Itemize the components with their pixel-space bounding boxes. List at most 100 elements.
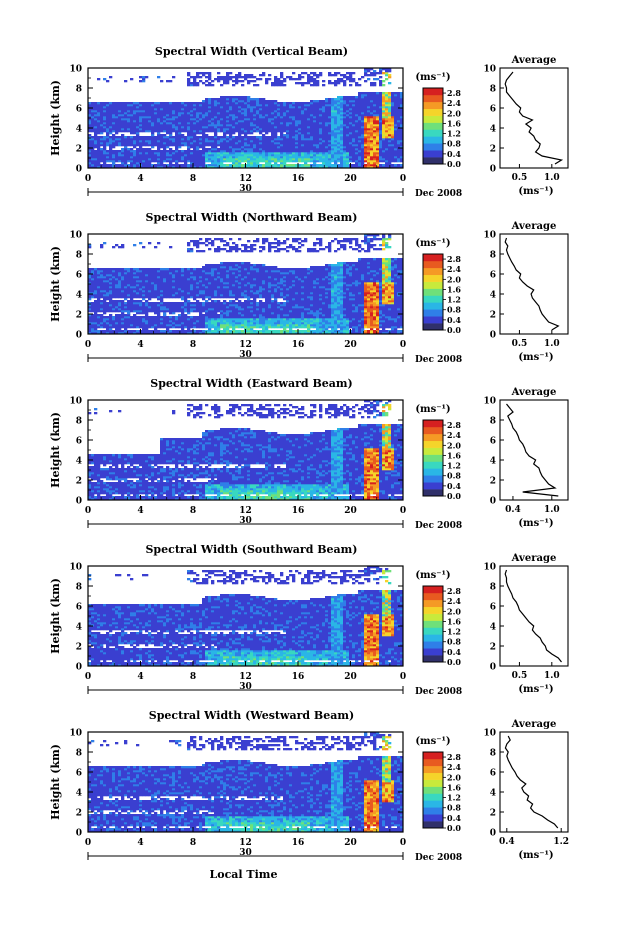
heatmap-cell: [106, 310, 110, 313]
heatmap-cell: [103, 302, 107, 305]
heatmap-cell: [379, 134, 383, 137]
heatmap-cell: [265, 152, 269, 155]
heatmap-cell: [154, 306, 158, 309]
heatmap-cell: [364, 80, 368, 83]
heatmap-cell: [118, 126, 122, 129]
heatmap-cell: [259, 156, 263, 159]
heatmap-cell: [178, 268, 182, 271]
heatmap-cell: [136, 280, 140, 283]
heatmap-cell: [391, 92, 395, 95]
heatmap-cell: [355, 102, 359, 105]
heatmap-cell: [169, 162, 173, 165]
heatmap-cell: [127, 314, 131, 317]
heatmap-cell: [130, 130, 134, 133]
heatmap-cell: [397, 94, 401, 97]
heatmap-cell: [196, 112, 200, 115]
heatmap-cell: [259, 104, 263, 107]
heatmap-cell: [181, 308, 185, 311]
heatmap-cell: [334, 124, 338, 127]
heatmap-cell: [367, 134, 371, 137]
heatmap-cell: [106, 304, 110, 307]
heatmap-cell: [121, 108, 125, 111]
heatmap-cell: [382, 72, 386, 75]
heatmap-cell: [121, 150, 125, 153]
heatmap-cell: [106, 298, 110, 301]
heatmap-cell: [154, 272, 158, 275]
heatmap-cell: [139, 126, 143, 129]
heatmap-cell: [400, 118, 404, 121]
heatmap-cell: [94, 154, 98, 157]
heatmap-cell: [328, 164, 332, 167]
heatmap-cell: [157, 314, 161, 317]
heatmap-cell: [262, 154, 266, 157]
heatmap-cell: [181, 288, 185, 291]
heatmap-cell: [391, 150, 395, 153]
heatmap-cell: [175, 110, 179, 113]
heatmap-cell: [193, 84, 197, 87]
heatmap-cell: [328, 126, 332, 129]
heatmap-cell: [268, 114, 272, 117]
heatmap-cell: [313, 126, 317, 129]
x-tick-label: 20: [344, 174, 357, 184]
heatmap-cell: [178, 286, 182, 289]
heatmap-cell: [97, 320, 101, 323]
heatmap-cell: [166, 302, 170, 305]
heatmap-cell: [124, 112, 128, 115]
heatmap-cell: [202, 150, 206, 153]
heatmap-cell: [358, 162, 362, 165]
heatmap-cell: [127, 282, 131, 285]
heatmap-cell: [367, 126, 371, 129]
heatmap-cell: [340, 130, 344, 133]
heatmap-cell: [190, 330, 194, 333]
heatmap-cell: [163, 282, 167, 285]
heatmap-cell: [148, 118, 152, 121]
heatmap-cell: [352, 120, 356, 123]
heatmap-cell: [100, 302, 104, 305]
heatmap-cell: [118, 144, 122, 147]
heatmap-cell: [154, 320, 158, 323]
heatmap-cell: [160, 290, 164, 293]
heatmap-cell: [313, 78, 317, 81]
heatmap-cell: [259, 126, 263, 129]
heatmap-cell: [337, 78, 341, 81]
heatmap-cell: [160, 80, 164, 83]
heatmap-cell: [109, 108, 113, 111]
heatmap-cell: [130, 124, 134, 127]
heatmap-cell: [196, 164, 200, 167]
heatmap-cell: [160, 128, 164, 131]
heatmap-cell: [343, 82, 347, 85]
heatmap-cell: [277, 146, 281, 149]
heatmap-cell: [322, 162, 326, 165]
heatmap-cell: [400, 148, 404, 151]
heatmap-cell: [343, 164, 347, 167]
heatmap-cell: [286, 150, 290, 153]
heatmap-cell: [94, 322, 98, 325]
heatmap-cell: [277, 140, 281, 143]
heatmap-cell: [283, 146, 287, 149]
heatmap-cell: [121, 324, 125, 327]
heatmap-cell: [184, 144, 188, 147]
heatmap-cell: [394, 148, 398, 151]
heatmap-cell: [271, 114, 275, 117]
y-tick-label: 0: [76, 165, 82, 175]
heatmap-cell: [109, 294, 113, 297]
heatmap-cell: [313, 80, 317, 83]
heatmap-cell: [157, 142, 161, 145]
heatmap-cell: [211, 138, 215, 141]
heatmap-cell: [124, 308, 128, 311]
heatmap-cell: [352, 150, 356, 153]
heatmap-cell: [271, 108, 275, 111]
heatmap-cell: [292, 150, 296, 153]
heatmap-cell: [115, 280, 119, 283]
heatmap-cell: [100, 288, 104, 291]
heatmap-cell: [307, 144, 311, 147]
heatmap-cell: [358, 130, 362, 133]
heatmap-cell: [151, 114, 155, 117]
heatmap-cell: [190, 134, 194, 137]
heatmap-cell: [298, 146, 302, 149]
heatmap-cell: [160, 322, 164, 325]
heatmap-cell: [319, 124, 323, 127]
heatmap-cell: [193, 160, 197, 163]
heatmap-cell: [223, 82, 227, 85]
